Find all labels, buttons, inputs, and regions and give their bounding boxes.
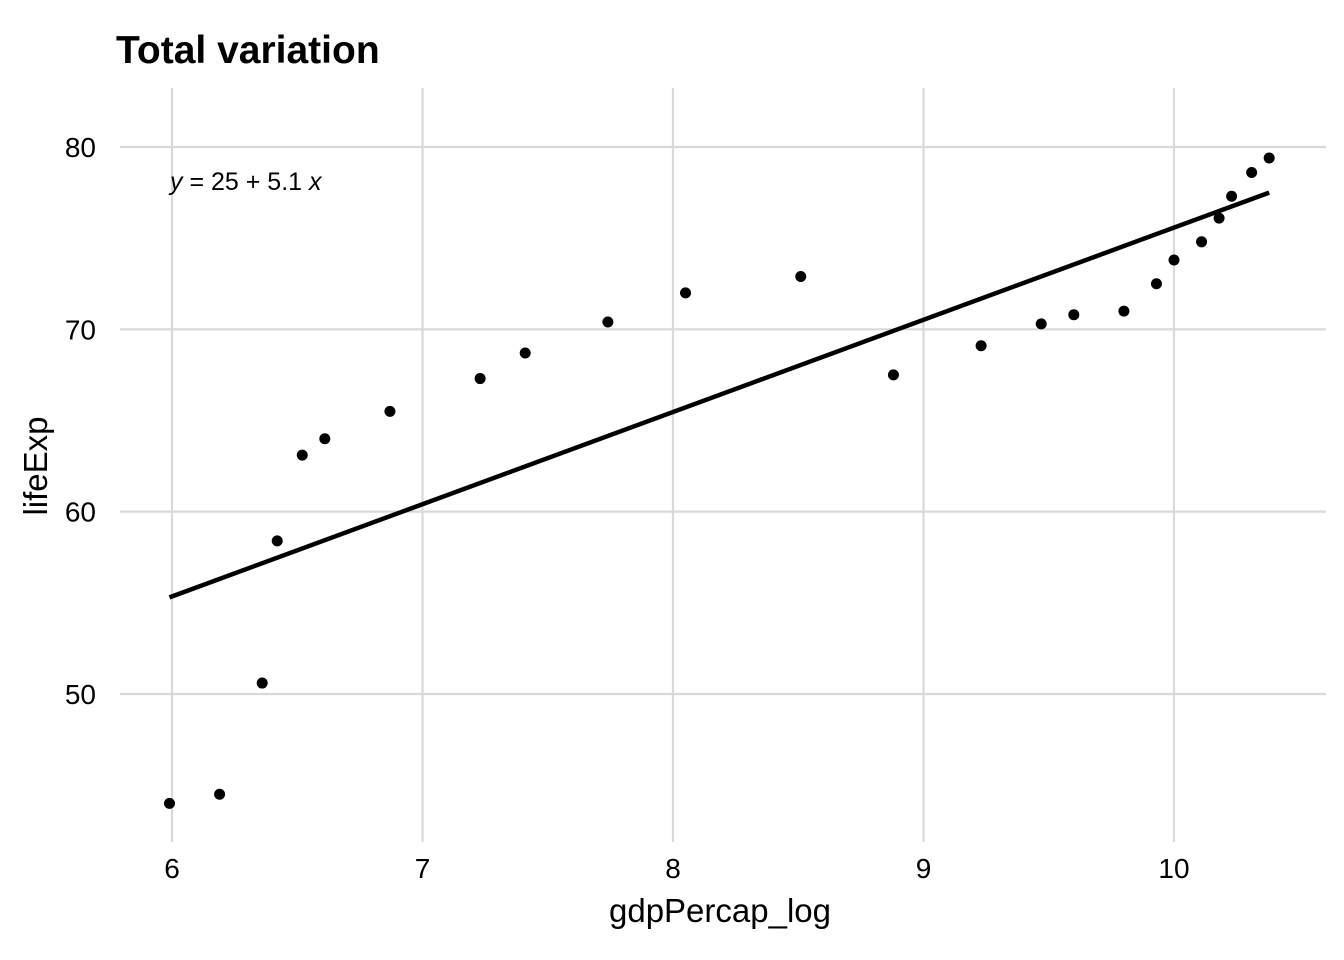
data-point [1035,318,1047,330]
data-point [1118,305,1130,317]
data-point [256,677,268,689]
data-point [384,405,396,417]
x-tick-label: 7 [415,853,431,884]
data-point [1213,212,1225,224]
equation-x-symbol: x [308,168,323,196]
data-point [1168,254,1180,266]
data-point [1246,167,1258,179]
x-tick-label: 8 [665,853,681,884]
data-point [602,316,614,328]
data-point [1263,152,1275,164]
data-point [474,373,486,385]
data-points [163,152,1275,809]
data-point [271,535,283,547]
data-point [1068,309,1080,321]
data-point [296,449,308,461]
x-tick-label: 6 [164,853,180,884]
data-point [214,788,226,800]
x-axis-label: gdpPercap_log [609,892,831,929]
x-tick-label: 10 [1158,853,1189,884]
equation-body: = 25 + 5.1 [183,168,310,196]
chart-title: Total variation [116,29,380,72]
equation-y-symbol: y [168,168,184,196]
y-tick-label: 70 [65,314,96,345]
data-point [680,287,692,299]
data-point [975,340,987,352]
regression-line-group [168,190,1270,600]
y-tick-label: 80 [65,132,96,163]
data-point [795,270,807,282]
y-tick-label: 50 [65,679,96,710]
data-point [887,369,899,381]
y-tick-label: 60 [65,497,96,528]
data-point [1196,236,1208,248]
regression-equation: y = 25 + 5.1 x [168,168,323,196]
data-point [1226,190,1238,202]
data-point [519,347,531,359]
data-point [1150,278,1162,290]
regression-line [168,190,1270,600]
data-point [319,433,331,445]
x-tick-label: 9 [916,853,932,884]
tick-labels: 6 7 8 9 10 50 60 70 80 [65,132,1190,884]
grid-lines [120,88,1326,842]
y-axis-label: lifeExp [17,416,54,515]
data-point [163,797,175,809]
